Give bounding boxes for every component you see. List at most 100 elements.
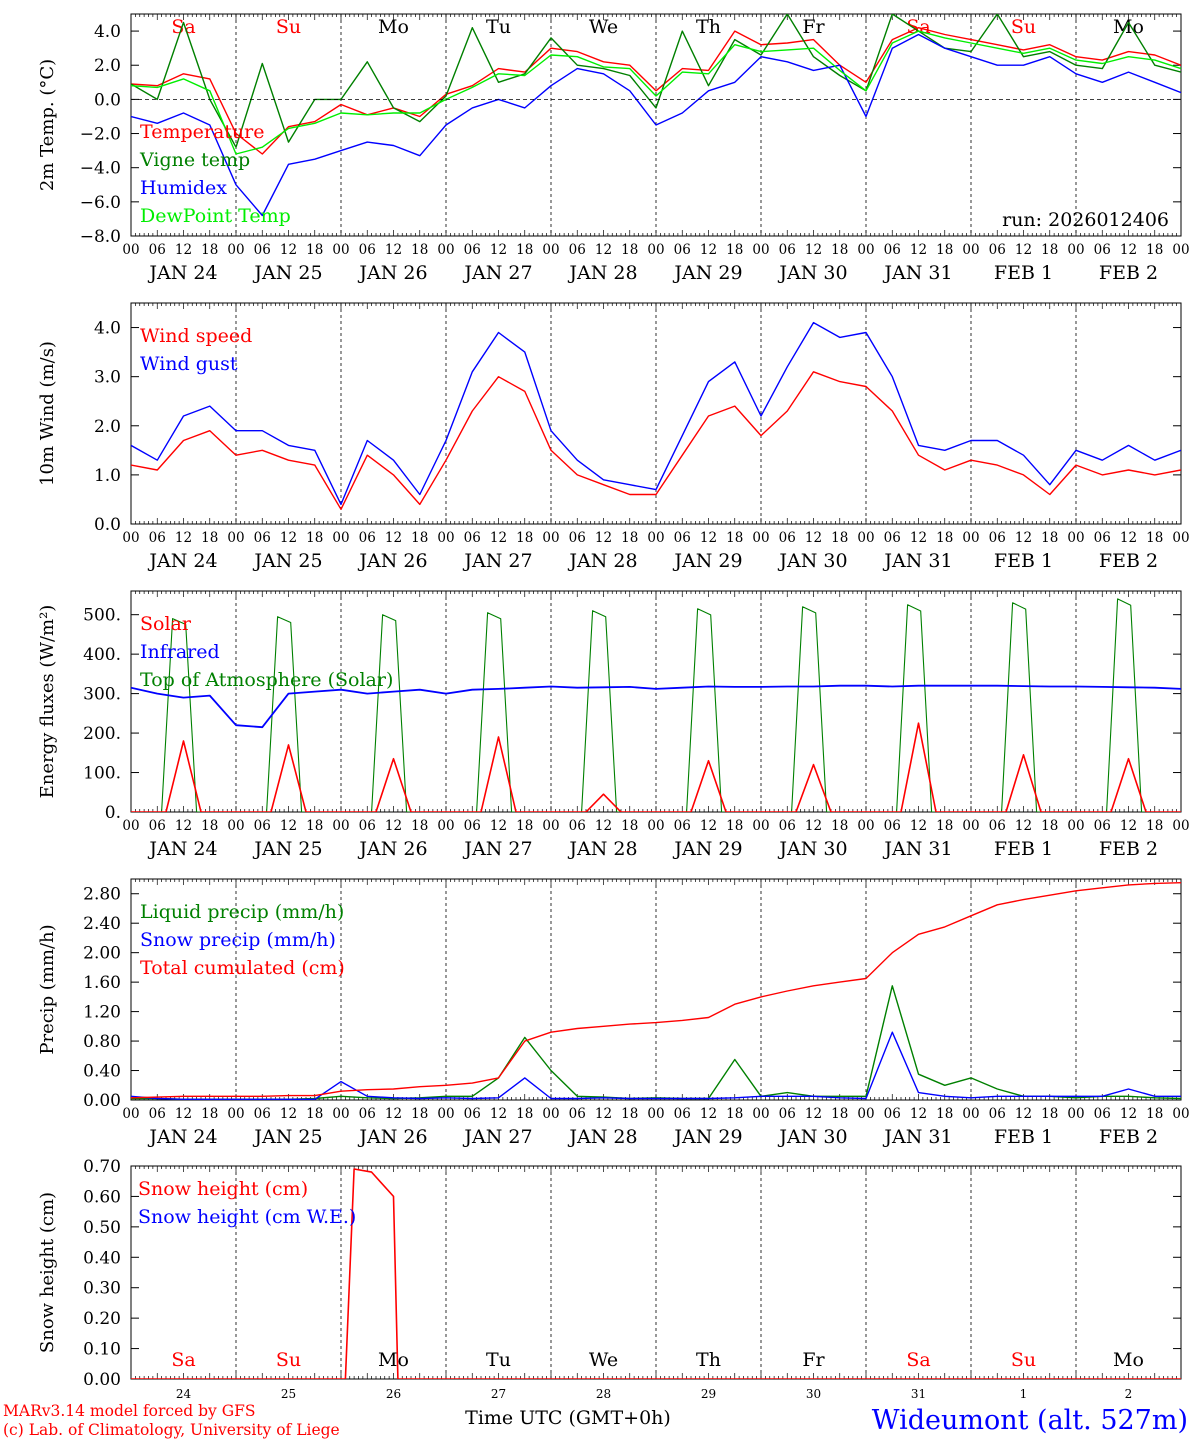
hour-label: 06 bbox=[674, 530, 691, 546]
series-temperature bbox=[131, 27, 1181, 155]
y-tick-label: 500. bbox=[83, 606, 121, 626]
y-tick-label: 0.50 bbox=[83, 1218, 121, 1238]
hour-label: 18 bbox=[411, 242, 428, 258]
hour-label: 18 bbox=[516, 818, 533, 834]
series-group bbox=[131, 1168, 1181, 1379]
hour-label: 06 bbox=[1094, 242, 1111, 258]
hour-label: 00 bbox=[1067, 1106, 1084, 1122]
y-tick-label: 0.80 bbox=[83, 1032, 121, 1052]
hour-label: 18 bbox=[306, 818, 323, 834]
weekday-label: Su bbox=[1011, 1349, 1036, 1371]
weekday-label: Fr bbox=[802, 16, 825, 38]
day-label: JAN 28 bbox=[567, 550, 637, 572]
hour-label: 00 bbox=[857, 242, 874, 258]
series-infrared bbox=[131, 684, 1181, 729]
hour-label: 00 bbox=[542, 242, 559, 258]
day-label: FEB 1 bbox=[994, 838, 1053, 860]
day-label: JAN 28 bbox=[567, 838, 637, 860]
hour-label: 06 bbox=[1094, 818, 1111, 834]
y-tick-label: 2.0 bbox=[94, 56, 121, 76]
hour-label: 06 bbox=[779, 1106, 796, 1122]
hour-label: 06 bbox=[359, 530, 376, 546]
hour-label: 18 bbox=[936, 818, 953, 834]
panel-4: 0.00 0.40 0.80 1.20 1.60 2.00 2.40 2.80 Precip (… bbox=[37, 878, 1190, 1148]
hour-label: 18 bbox=[516, 242, 533, 258]
hour-label: 00 bbox=[962, 530, 979, 546]
hour-label: 00 bbox=[122, 530, 139, 546]
y-tick-label: −8.0 bbox=[80, 227, 121, 247]
x-axis-title: Time UTC (GMT+0h) bbox=[465, 1407, 671, 1429]
hour-label: 18 bbox=[726, 1106, 743, 1122]
legend-entry: Temperature bbox=[140, 121, 264, 143]
y-tick-label: 200. bbox=[83, 724, 121, 744]
y-tick-label: 0.40 bbox=[83, 1062, 121, 1082]
hour-label: 18 bbox=[726, 242, 743, 258]
hour-label: 18 bbox=[411, 1106, 428, 1122]
hour-label: 00 bbox=[122, 1106, 139, 1122]
hour-label: 00 bbox=[857, 1106, 874, 1122]
day-label: JAN 30 bbox=[777, 838, 847, 860]
hour-label: 06 bbox=[884, 1106, 901, 1122]
hour-label: 18 bbox=[831, 1106, 848, 1122]
legend-entry: Total cumulated (cm) bbox=[140, 957, 345, 979]
day-number: 31 bbox=[911, 1387, 926, 1401]
weekday-label: Mo bbox=[1113, 1349, 1144, 1371]
day-label: JAN 25 bbox=[252, 550, 322, 572]
y-tick-label: 0.0 bbox=[94, 90, 121, 110]
hour-label: 06 bbox=[884, 242, 901, 258]
hour-label: 00 bbox=[857, 530, 874, 546]
day-label: JAN 29 bbox=[672, 262, 742, 284]
hour-label: 00 bbox=[542, 818, 559, 834]
hour-label: 12 bbox=[385, 530, 402, 546]
series-vigne-temp bbox=[131, 14, 1181, 148]
day-label: JAN 24 bbox=[147, 262, 217, 284]
y-tick-label: 0.00 bbox=[83, 1370, 121, 1390]
day-label: JAN 28 bbox=[567, 262, 637, 284]
day-label: JAN 25 bbox=[252, 1126, 322, 1148]
hour-label: 12 bbox=[175, 818, 192, 834]
day-number: 28 bbox=[596, 1387, 611, 1401]
hour-label: 18 bbox=[1041, 242, 1058, 258]
model-credit: MARv3.14 model forced by GFS bbox=[3, 1402, 255, 1420]
hour-label: 00 bbox=[647, 530, 664, 546]
hour-label: 06 bbox=[779, 530, 796, 546]
y-axis-title: 10m Wind (m/s) bbox=[37, 341, 58, 486]
series-toa-solar bbox=[131, 598, 1181, 812]
day-label: FEB 1 bbox=[994, 262, 1053, 284]
hour-label: 06 bbox=[464, 530, 481, 546]
panel-2: 0.0 1.0 2.0 3.0 4.0 10m Wind (m/s) 00 06 12 18 JAN… bbox=[37, 302, 1190, 572]
hour-label: 18 bbox=[726, 818, 743, 834]
hour-label: 00 bbox=[542, 530, 559, 546]
series-wind-gust bbox=[131, 321, 1181, 506]
day-label: JAN 31 bbox=[882, 1126, 952, 1148]
hour-label: 06 bbox=[674, 818, 691, 834]
day-label: JAN 24 bbox=[147, 838, 217, 860]
hour-label: 18 bbox=[1041, 530, 1058, 546]
y-tick-label: 0.30 bbox=[83, 1279, 121, 1299]
hour-label: 12 bbox=[805, 1106, 822, 1122]
y-tick-label: 2.00 bbox=[83, 944, 121, 964]
station-name: Wideumont (alt. 527m) bbox=[872, 1405, 1188, 1436]
hour-label: 12 bbox=[280, 242, 297, 258]
hour-label: 06 bbox=[464, 242, 481, 258]
hour-label: 12 bbox=[1015, 818, 1032, 834]
hour-label: 06 bbox=[989, 242, 1006, 258]
hour-label: 00 bbox=[332, 818, 349, 834]
hour-label: 06 bbox=[359, 818, 376, 834]
day-label: JAN 27 bbox=[462, 262, 532, 284]
hour-label: 18 bbox=[411, 818, 428, 834]
hour-label: 12 bbox=[700, 242, 717, 258]
day-label: JAN 28 bbox=[567, 1126, 637, 1148]
hour-label: 18 bbox=[831, 818, 848, 834]
legend-entry: Wind speed bbox=[140, 325, 252, 347]
y-tick-label: −6.0 bbox=[80, 193, 121, 213]
hour-label: 06 bbox=[254, 242, 271, 258]
y-axis-title: Precip (mm/h) bbox=[37, 924, 58, 1054]
series-dewpoint-temp bbox=[131, 30, 1181, 155]
day-number: 2 bbox=[1125, 1387, 1133, 1401]
day-label: FEB 2 bbox=[1099, 550, 1158, 572]
weekday-label: Su bbox=[1011, 16, 1036, 38]
series-snow-precip-mm-h- bbox=[131, 1031, 1181, 1100]
hour-label: 00 bbox=[542, 1106, 559, 1122]
hour-label: 00 bbox=[1067, 818, 1084, 834]
